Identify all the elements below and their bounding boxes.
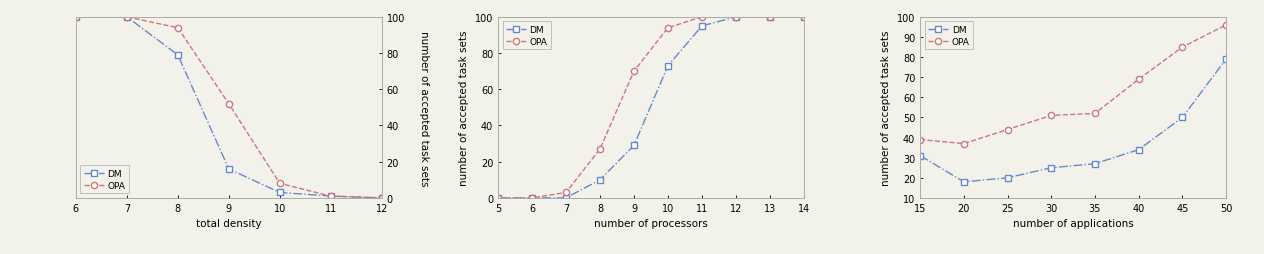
OPA — [660, 27, 675, 30]
DM — [1131, 149, 1146, 152]
OPA — [324, 195, 339, 198]
DM — [221, 168, 236, 171]
OPA — [272, 182, 287, 185]
DM — [728, 16, 743, 19]
DM — [272, 191, 287, 194]
DM — [796, 16, 811, 19]
OPA — [627, 70, 642, 73]
OPA — [171, 27, 186, 30]
DM — [1174, 116, 1189, 119]
DM — [119, 16, 134, 19]
Legend: DM, OPA: DM, OPA — [503, 22, 551, 50]
X-axis label: number of applications: number of applications — [1012, 218, 1134, 228]
Y-axis label: number of accepted task sets: number of accepted task sets — [418, 30, 428, 185]
DM — [490, 197, 506, 200]
OPA — [119, 16, 134, 19]
Line: OPA: OPA — [495, 15, 806, 201]
Line: DM: DM — [918, 57, 1229, 185]
DM — [593, 179, 608, 182]
OPA — [1218, 24, 1234, 27]
OPA — [559, 191, 574, 194]
DM — [957, 181, 972, 184]
OPA — [728, 16, 743, 19]
OPA — [913, 138, 928, 141]
DM — [762, 16, 777, 19]
OPA — [1044, 115, 1059, 118]
OPA — [1174, 46, 1189, 49]
OPA — [68, 16, 83, 19]
OPA — [1000, 129, 1015, 132]
DM — [324, 195, 339, 198]
DM — [559, 197, 574, 200]
OPA — [374, 197, 389, 200]
DM — [171, 54, 186, 57]
X-axis label: number of processors: number of processors — [594, 218, 708, 228]
DM — [694, 25, 709, 28]
Line: DM: DM — [73, 15, 384, 201]
Y-axis label: number of accepted task sets: number of accepted task sets — [459, 30, 469, 185]
DM — [1000, 177, 1015, 180]
OPA — [221, 103, 236, 106]
DM — [1044, 167, 1059, 170]
OPA — [1087, 113, 1102, 116]
OPA — [593, 148, 608, 151]
OPA — [490, 197, 506, 200]
DM — [525, 197, 540, 200]
DM — [374, 197, 389, 200]
DM — [68, 16, 83, 19]
DM — [627, 144, 642, 147]
DM — [913, 154, 928, 157]
OPA — [957, 142, 972, 146]
OPA — [694, 16, 709, 19]
Y-axis label: number of accepted task sets: number of accepted task sets — [881, 30, 891, 185]
Legend: DM, OPA: DM, OPA — [81, 166, 129, 194]
Line: OPA: OPA — [73, 15, 384, 201]
OPA — [1131, 78, 1146, 82]
OPA — [525, 197, 540, 200]
Legend: DM, OPA: DM, OPA — [925, 22, 973, 50]
DM — [1218, 58, 1234, 61]
OPA — [762, 16, 777, 19]
X-axis label: total density: total density — [196, 218, 262, 228]
Line: DM: DM — [495, 15, 806, 201]
OPA — [796, 16, 811, 19]
DM — [1087, 163, 1102, 166]
DM — [660, 65, 675, 68]
Line: OPA: OPA — [918, 23, 1229, 147]
